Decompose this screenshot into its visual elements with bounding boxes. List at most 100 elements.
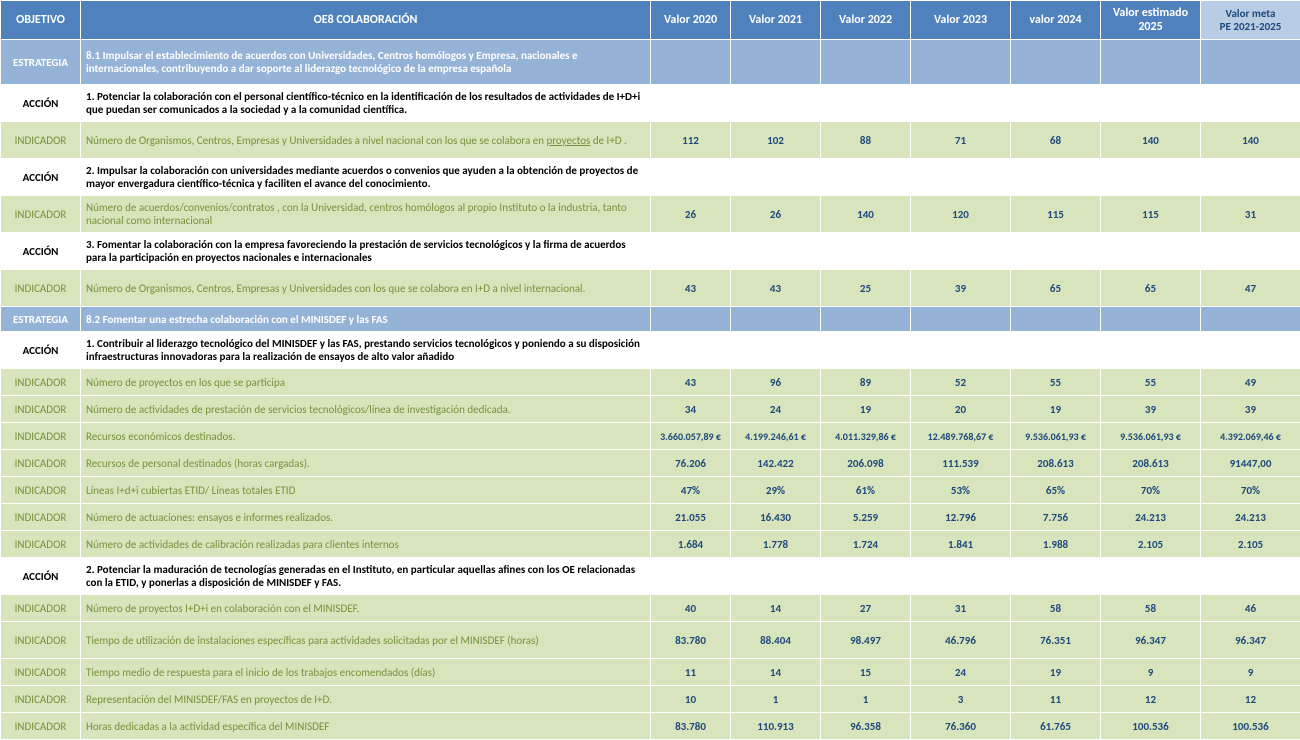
value-cell: 65 [1011,270,1101,307]
indicador-label: INDICADOR [1,686,81,713]
value-cell: 39 [911,270,1011,307]
value-cell: 43 [731,270,821,307]
oe8-table: OBJETIVO OE8 COLABORACIÓN Valor 2020 Val… [0,0,1300,740]
indicador-3-1-row: INDICADOR Número de Organismos, Centros,… [1,270,1300,307]
indicador-label: INDICADOR [1,531,81,558]
estrategia-8-2-text: 8.2 Fomentar una estrecha colaboración c… [81,307,651,332]
estrategia-label: ESTRATEGIA [1,307,81,332]
accion-label: ACCIÓN [1,85,81,122]
header-meta-line2: PE 2021-2025 [1220,20,1282,33]
indicador-label: INDICADOR [1,713,81,740]
value-cell: 25 [821,270,911,307]
e2a1-ind3-text: Recursos económicos destinados. [81,423,651,450]
e2-accion-1-text: 1. Contribuir al liderazgo tecnológico d… [81,332,651,369]
header-2021: Valor 2021 [731,1,821,40]
indicador-label: INDICADOR [1,196,81,233]
value-cell: 140 [821,196,911,233]
indicador-label: INDICADOR [1,659,81,686]
e2a2-ind1-row: INDICADOR Número de proyectos I+D+i en c… [1,595,1300,622]
e2a1-ind7-text: Número de actividades de calibración rea… [81,531,651,558]
accion-label: ACCIÓN [1,558,81,595]
header-meta: Valor meta PE 2021-2025 [1201,1,1300,40]
value-cell: 26 [731,196,821,233]
value-cell: 140 [1101,122,1201,159]
e2a1-ind5-row: INDICADOR Líneas I+d+i cubiertas ETID/ L… [1,477,1300,504]
indicador-label: INDICADOR [1,122,81,159]
e2a2-ind5-text: Horas dedicadas a la actividad específic… [81,713,651,740]
e2a2-ind3-text: Tiempo medio de respuesta para el inicio… [81,659,651,686]
e2-accion-2-row: ACCIÓN 2. Potenciar la maduración de tec… [1,558,1300,595]
indicador-label: INDICADOR [1,622,81,659]
header-title: OE8 COLABORACIÓN [81,1,651,40]
accion-3-text: 3. Fomentar la colaboración con la empre… [81,233,651,270]
accion-3-row: ACCIÓN 3. Fomentar la colaboración con l… [1,233,1300,270]
indicador-2-1-row: INDICADOR Número de acuerdos/convenios/c… [1,196,1300,233]
header-2020: Valor 2020 [651,1,731,40]
e2a2-ind1-text: Número de proyectos I+D+i en colaboració… [81,595,651,622]
indicador-label: INDICADOR [1,504,81,531]
indicador-1-1-row: INDICADOR Número de Organismos, Centros,… [1,122,1300,159]
estrategia-8-1-text: 8.1 Impulsar el establecimiento de acuer… [81,40,651,85]
e2a1-ind1-text: Número de proyectos en los que se partic… [81,369,651,396]
value-cell: 68 [1011,122,1101,159]
e2a2-ind3-row: INDICADOR Tiempo medio de respuesta para… [1,659,1300,686]
e2a2-ind4-text: Representación del MINISDEF/FAS en proye… [81,686,651,713]
e2a1-ind4-row: INDICADOR Recursos de personal destinado… [1,450,1300,477]
e2a1-ind5-text: Líneas I+d+i cubiertas ETID/ Líneas tota… [81,477,651,504]
indicador-label: INDICADOR [1,369,81,396]
value-cell: 112 [651,122,731,159]
e2a2-ind5-row: INDICADOR Horas dedicadas a la actividad… [1,713,1300,740]
value-cell: 43 [651,270,731,307]
indicador-label: INDICADOR [1,477,81,504]
estrategia-8-2-row: ESTRATEGIA 8.2 Fomentar una estrecha col… [1,307,1300,332]
e2a2-ind4-row: INDICADOR Representación del MINISDEF/FA… [1,686,1300,713]
accion-label: ACCIÓN [1,159,81,196]
value-cell: 140 [1201,122,1300,159]
accion-label: ACCIÓN [1,233,81,270]
header-objetivo: OBJETIVO [1,1,81,40]
accion-1-text: 1. Potenciar la colaboración con el pers… [81,85,651,122]
e2a1-ind6-text: Número de actuaciones: ensayos e informe… [81,504,651,531]
value-cell: 88 [821,122,911,159]
header-meta-line1: Valor meta [1226,7,1276,20]
value-cell: 31 [1201,196,1300,233]
e2-accion-1-row: ACCIÓN 1. Contribuir al liderazgo tecnol… [1,332,1300,369]
value-cell: 115 [1011,196,1101,233]
estrategia-label: ESTRATEGIA [1,40,81,85]
indicador-2-1-text: Número de acuerdos/convenios/contratos ,… [81,196,651,233]
e2a1-ind1-row: INDICADOR Número de proyectos en los que… [1,369,1300,396]
accion-label: ACCIÓN [1,332,81,369]
value-cell: 120 [911,196,1011,233]
header-2022: Valor 2022 [821,1,911,40]
e2-accion-2-text: 2. Potenciar la maduración de tecnología… [81,558,651,595]
indicador-label: INDICADOR [1,270,81,307]
value-cell: 26 [651,196,731,233]
e2a2-ind2-text: Tiempo de utilización de instalaciones e… [81,622,651,659]
value-cell: 115 [1101,196,1201,233]
value-cell: 71 [911,122,1011,159]
header-2023: Valor 2023 [911,1,1011,40]
indicador-1-1-text: Número de Organismos, Centros, Empresas … [81,122,651,159]
header-2024: valor 2024 [1011,1,1101,40]
indicador-label: INDICADOR [1,396,81,423]
indicador-label: INDICADOR [1,450,81,477]
indicador-3-1-text: Número de Organismos, Centros, Empresas … [81,270,651,307]
accion-2-row: ACCIÓN 2. Impulsar la colaboración con u… [1,159,1300,196]
header-2025: Valor estimado 2025 [1101,1,1201,40]
value-cell: 47 [1201,270,1300,307]
e2a1-ind7-row: INDICADOR Número de actividades de calib… [1,531,1300,558]
header-row: OBJETIVO OE8 COLABORACIÓN Valor 2020 Val… [1,1,1300,40]
estrategia-8-1-row: ESTRATEGIA 8.1 Impulsar el establecimien… [1,40,1300,85]
accion-1-row: ACCIÓN 1. Potenciar la colaboración con … [1,85,1300,122]
indicador-label: INDICADOR [1,423,81,450]
e2a1-ind2-text: Número de actividades de prestación de s… [81,396,651,423]
e2a1-ind2-row: INDICADOR Número de actividades de prest… [1,396,1300,423]
value-cell: 102 [731,122,821,159]
indicador-label: INDICADOR [1,595,81,622]
e2a1-ind6-row: INDICADOR Número de actuaciones: ensayos… [1,504,1300,531]
e2a1-ind4-text: Recursos de personal destinados (horas c… [81,450,651,477]
accion-2-text: 2. Impulsar la colaboración con universi… [81,159,651,196]
e2a2-ind2-row: INDICADOR Tiempo de utilización de insta… [1,622,1300,659]
value-cell: 65 [1101,270,1201,307]
e2a1-ind3-row: INDICADOR Recursos económicos destinados… [1,423,1300,450]
